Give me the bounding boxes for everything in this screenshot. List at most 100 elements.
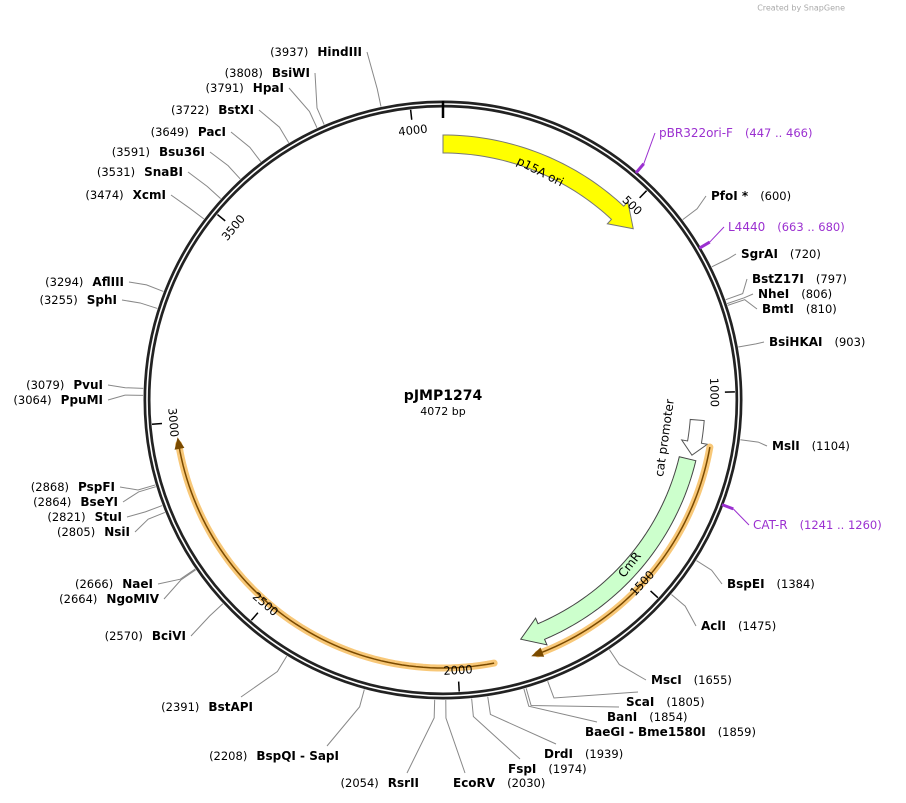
leader-line [170, 194, 205, 220]
orf [177, 444, 495, 669]
leader-line [107, 384, 144, 389]
primer-leader [732, 508, 750, 526]
enzyme-label: AclI (1475) [701, 619, 776, 633]
enzyme-name: NgoMIV [106, 592, 159, 606]
leader-line [726, 293, 754, 305]
ruler-tick [457, 681, 460, 692]
enzyme-position: (2208) [209, 749, 247, 763]
features [174, 134, 714, 672]
leader-line [126, 505, 163, 518]
enzyme-name: PvuI [73, 378, 103, 392]
primer-label: pBR322ori-F (447 .. 466) [659, 126, 812, 140]
orf [537, 446, 711, 655]
enzyme-position: (3079) [26, 378, 64, 392]
ruler-label: 1000 [707, 378, 722, 408]
leader-line [288, 87, 318, 128]
enzyme-label: EcoRV (2030) [453, 776, 545, 790]
enzyme-name: PacI [198, 125, 226, 139]
leader-line [711, 253, 737, 268]
enzyme-position: (1655) [694, 673, 732, 687]
leader-line [121, 299, 158, 309]
enzyme-name: XcmI [133, 188, 166, 202]
enzyme-position: (1854) [649, 710, 687, 724]
enzyme-label: FspI (1974) [508, 762, 587, 776]
leader-line [134, 511, 166, 533]
enzyme-name: PspFI [78, 480, 115, 494]
primer-label: L4440 (663 .. 680) [728, 220, 845, 234]
enzyme-position: (1939) [585, 747, 623, 761]
leader-line [209, 151, 241, 180]
enzyme-position: (2666) [75, 577, 113, 591]
enzyme-label: (2805) NsiI [57, 525, 130, 539]
leader-line [523, 688, 598, 723]
enzyme-label: PfoI * (600) [711, 189, 791, 203]
enzyme-label: (2391) BstAPI [161, 700, 253, 714]
orf-head [174, 437, 185, 450]
enzyme-label: (3255) SphI [40, 293, 118, 307]
leader-line [487, 696, 557, 745]
leader-line [230, 131, 262, 162]
enzyme-name: BstZ17I [752, 272, 804, 286]
leader-line [525, 688, 620, 708]
leader-line [122, 486, 156, 503]
enzyme-name: FspI [508, 762, 536, 776]
leader-line [314, 72, 325, 125]
enzyme-name: StuI [95, 510, 122, 524]
enzyme-name: Bsu36I [159, 145, 205, 159]
feature-arrow [680, 418, 709, 456]
leader-line [366, 51, 382, 107]
enzyme-position: (3649) [151, 125, 189, 139]
enzyme-label: (3079) PvuI [26, 378, 103, 392]
enzyme-position: (2030) [507, 776, 545, 790]
leader-line [471, 698, 521, 760]
enzyme-position: (3474) [85, 188, 123, 202]
enzyme-name: DrdI [544, 747, 573, 761]
ruler-label: 4000 [398, 122, 429, 139]
ruler-label: 2000 [443, 662, 473, 678]
enzyme-position: (3808) [225, 66, 263, 80]
enzyme-position: (806) [801, 287, 832, 301]
enzyme-position: (1805) [666, 695, 704, 709]
enzyme-label: BmtI (810) [762, 302, 837, 316]
enzyme-label: BsiHKAI (903) [769, 335, 865, 349]
enzyme-label: (3722) BstXI [171, 103, 254, 117]
ruler-label: 3500 [219, 212, 248, 244]
leader-line [190, 603, 224, 637]
ruler-tick [650, 590, 659, 599]
enzyme-name: BspEI [727, 577, 765, 591]
enzyme-position: (3791) [206, 81, 244, 95]
leader-line [163, 569, 196, 600]
primer-range: (1241 .. 1260) [800, 518, 882, 532]
leader-line [725, 278, 748, 301]
enzyme-label: (3064) PpuMI [13, 393, 103, 407]
enzyme-label: SgrAI (720) [741, 247, 821, 261]
enzyme-name: BanI [607, 710, 637, 724]
enzyme-name: BaeGI - Bme1580I [585, 725, 706, 739]
enzyme-position: (3591) [112, 145, 150, 159]
enzyme-label: (2864) BseYI [33, 495, 118, 509]
primer-mark [634, 162, 645, 174]
enzyme-label: (3591) Bsu36I [112, 145, 205, 159]
enzyme-label: (2054) RsrII [341, 776, 419, 790]
enzyme-position: (2868) [31, 480, 69, 494]
enzyme-label: (2664) NgoMIV [59, 592, 160, 606]
enzyme-label: DrdI (1939) [544, 747, 623, 761]
ruler-tick [216, 213, 226, 222]
enzyme-label: (3808) BsiWI [225, 66, 310, 80]
feature-arrow [442, 134, 634, 230]
leader-line [682, 195, 707, 221]
feature-arrow [519, 456, 697, 646]
leader-line [740, 439, 768, 447]
enzyme-label: (2868) PspFI [31, 480, 115, 494]
enzyme-label: ScaI (1805) [626, 695, 705, 709]
enzyme-position: (2664) [59, 592, 97, 606]
enzyme-position: (3294) [45, 275, 83, 289]
primer-range: (447 .. 466) [745, 126, 813, 140]
enzyme-name: HindIII [317, 45, 362, 59]
leader-line [738, 341, 765, 348]
enzyme-label: BanI (1854) [607, 710, 688, 724]
primer-name: L4440 [728, 220, 765, 234]
leader-line [696, 560, 723, 585]
enzyme-label: (3937) HindIII [270, 45, 362, 59]
